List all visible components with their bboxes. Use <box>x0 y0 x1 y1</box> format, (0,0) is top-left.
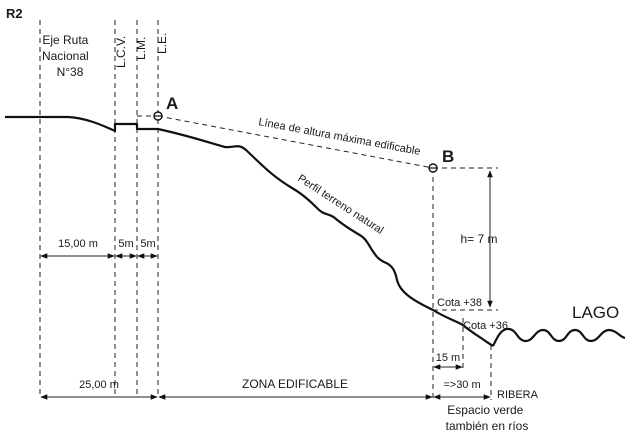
dim-5m-b-label: 5m <box>140 238 155 250</box>
lake-label: LAGO <box>572 303 619 322</box>
point-b-label: B <box>442 147 454 166</box>
max-height-line-label: Línea de altura máxima edificable <box>257 116 421 158</box>
lcv-label: L.C.V. <box>114 36 128 68</box>
lm-label: L.M. <box>134 37 148 60</box>
dim-15m-right-label: 15 m <box>436 352 460 364</box>
le-label: L.E. <box>155 33 169 54</box>
green-space-note-line-2: también en ríos <box>446 419 529 433</box>
zona-edificable-label: ZONA EDIFICABLE <box>242 377 348 391</box>
road-axis-label-line-1: Eje Ruta <box>42 33 88 47</box>
road-axis-label: Eje Ruta Nacional N°38 <box>42 33 92 79</box>
cota-38-label: Cota +38 <box>437 297 482 309</box>
dim-25m-label: 25,00 m <box>79 379 119 391</box>
green-space-note-line-1: Espacio verde <box>447 403 523 417</box>
dim-15m-label: 15,00 m <box>58 238 98 250</box>
terrain-profile <box>5 115 494 347</box>
ribera-label: RIBERA <box>497 389 539 401</box>
terrain-label: Perfil terreno natural <box>295 172 385 236</box>
point-a-marker <box>153 111 163 121</box>
diagram-id-label: R2 <box>6 6 23 21</box>
dim-30m-label: =>30 m <box>443 379 480 391</box>
height-label: h= 7 m <box>460 232 497 246</box>
road-axis-label-line-2: Nacional <box>42 49 89 63</box>
lake-surface <box>492 327 626 347</box>
dim-5m-a-label: 5m <box>118 238 133 250</box>
point-b-marker <box>428 163 438 173</box>
cota-36-label: Cota +36 <box>463 320 508 332</box>
max-height-line <box>157 115 434 169</box>
road-axis-label-line-3: N°38 <box>57 65 84 79</box>
point-a-label: A <box>166 94 178 113</box>
green-space-note: Espacio verde también en ríos <box>446 403 529 433</box>
